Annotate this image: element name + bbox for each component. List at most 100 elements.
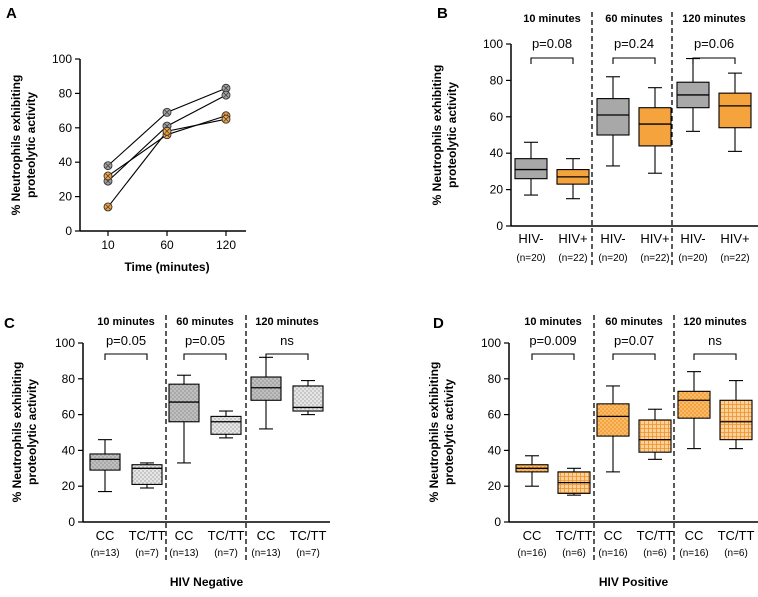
panel-a-ylabel-line2: proteolytic activity (24, 92, 38, 198)
panel-c-box (168, 383, 200, 423)
panel-c-pvalue: ns (280, 333, 294, 348)
panel-b-sample-size: (n=20) (678, 253, 707, 264)
panel-b-box-plot: % Neutrophils exhibiting proteolytic acti… (430, 12, 758, 267)
panel-d-significance-bracket (693, 353, 737, 360)
panel-d-ylabel-line1: % Neutrophils exhibiting (427, 362, 441, 503)
panel-b-ytick-label: 80 (490, 73, 504, 87)
panel-b-category-label: HIV+ (558, 231, 587, 246)
panel-c-significance-bracket (183, 353, 227, 360)
panel-c-ytick-label: 80 (62, 372, 76, 386)
panel-b-sample-size: (n=22) (720, 253, 749, 264)
panel-b-pvalue: p=0.06 (694, 36, 734, 51)
panel-a-point-cross (223, 85, 229, 91)
panel-d-box (596, 403, 630, 437)
panel-c-ytick-label: 40 (62, 443, 76, 457)
panel-c-significance-bracket (104, 353, 148, 360)
panel-d-group-title: 120 minutes (683, 316, 747, 328)
panel-d-sample-size: (n=16) (598, 548, 627, 559)
panel-d-pvalue: p=0.07 (614, 333, 654, 348)
panel-b-box (718, 92, 752, 129)
panel-b-sample-size: (n=22) (640, 253, 669, 264)
panel-a-ytick-label: 80 (59, 86, 73, 100)
panel-b-group-title: 10 minutes (523, 13, 580, 25)
panel-a-point-cross (105, 173, 111, 179)
panel-b-group-title: 60 minutes (605, 13, 662, 25)
panel-c-box-plot: % Neutrophils exhibiting proteolytic acti… (10, 315, 330, 589)
panel-c-sample-size: (n=7) (296, 548, 320, 559)
panel-d-group-title: 10 minutes (524, 316, 581, 328)
panel-c-box (250, 376, 282, 401)
panel-b-category-label: HIV- (680, 231, 705, 246)
panel-a-point-cross (105, 162, 111, 169)
panel-c-sample-size: (n=13) (90, 548, 119, 559)
panel-b-box (596, 98, 630, 136)
panel-c-category-label: CC (257, 528, 276, 543)
panel-d-sample-size: (n=16) (679, 548, 708, 559)
panel-c-ytick-label: 0 (68, 515, 75, 529)
panel-b-ylabel-line1: % Neutrophils exhibiting (430, 65, 444, 206)
panel-b-sample-size: (n=22) (558, 253, 587, 264)
panel-d-category-label: CC (685, 528, 704, 543)
panel-d-category-label: TC/TT (556, 528, 593, 543)
panel-a-ylabel-line1: % Neutrophils exhibiting (9, 75, 23, 216)
panel-d-pvalue: p=0.009 (529, 333, 576, 348)
panel-b-category-label: HIV+ (720, 231, 749, 246)
panel-c-category-label: CC (96, 528, 115, 543)
panel-a-ytick-label: 0 (65, 224, 72, 238)
panel-b-significance-bracket (530, 57, 574, 64)
panel-c-ytick-label: 100 (55, 336, 75, 350)
panel-d-box (638, 419, 672, 453)
panel-d-sample-size: (n=6) (643, 548, 667, 559)
panel-d-box-plot: % Neutrophils exhibiting proteolytic acti… (427, 315, 758, 589)
panel-c-ytick-label: 20 (62, 479, 76, 493)
panel-c-box (210, 415, 242, 435)
panel-a-xtick-label: 120 (216, 238, 236, 252)
panel-c-sample-size: (n=7) (214, 548, 238, 559)
panel-d-category-label: CC (604, 528, 623, 543)
panel-a-xtick-label: 10 (101, 238, 115, 252)
panel-d-sample-size: (n=6) (562, 548, 586, 559)
panel-a-ytick-label: 60 (59, 121, 73, 135)
panel-d-ytick-label: 40 (488, 443, 502, 457)
panel-d-ylabel-line2: proteolytic activity (442, 379, 456, 485)
panel-a-ytick-label: 20 (59, 190, 73, 204)
panel-a-xlabel: Time (minutes) (124, 260, 209, 274)
panel-c-group-title: 10 minutes (97, 316, 154, 328)
panel-b-category-label: HIV- (518, 231, 543, 246)
panel-c-box (131, 464, 163, 485)
panel-a-point-cross (164, 109, 170, 116)
panel-a-ytick-label: 40 (59, 155, 73, 169)
panel-d-pvalue: ns (708, 333, 722, 348)
panel-c-bottom-label: HIV Negative (170, 575, 244, 589)
panel-d-ytick-label: 0 (494, 515, 501, 529)
panel-c-group-title: 60 minutes (176, 316, 233, 328)
panel-letter-c: C (4, 315, 15, 332)
panel-c-sample-size: (n=13) (251, 548, 280, 559)
panel-d-category-label: CC (523, 528, 542, 543)
panel-d-sample-size: (n=16) (517, 548, 546, 559)
panel-b-significance-bracket (612, 57, 656, 64)
panel-b-box (514, 158, 548, 180)
panel-d-box (719, 399, 753, 441)
panel-c-sample-size: (n=7) (135, 548, 159, 559)
panel-c-category-label: TC/TT (208, 528, 245, 543)
panel-c-box (89, 453, 121, 471)
panel-c-category-label: TC/TT (290, 528, 327, 543)
panel-d-category-label: TC/TT (637, 528, 674, 543)
panel-a-point-cross (223, 116, 229, 122)
panel-c-pvalue: p=0.05 (106, 333, 146, 348)
panel-letter-b: B (437, 5, 448, 22)
panel-d-ytick-label: 80 (488, 372, 502, 386)
panel-b-sample-size: (n=20) (598, 253, 627, 264)
panel-b-sample-size: (n=20) (516, 253, 545, 264)
panel-d-significance-bracket (531, 353, 575, 360)
panel-c-ytick-label: 60 (62, 408, 76, 422)
panel-b-ytick-label: 60 (490, 110, 504, 124)
panel-c-ylabel-line1: % Neutrophils exhibiting (10, 362, 24, 503)
panel-c-group-title: 120 minutes (255, 316, 319, 328)
panel-d-sample-size: (n=6) (724, 548, 748, 559)
panel-letter-d: D (433, 315, 444, 332)
panel-d-category-label: TC/TT (718, 528, 755, 543)
panel-b-pvalue: p=0.24 (614, 36, 654, 51)
panel-b-box (638, 107, 672, 147)
